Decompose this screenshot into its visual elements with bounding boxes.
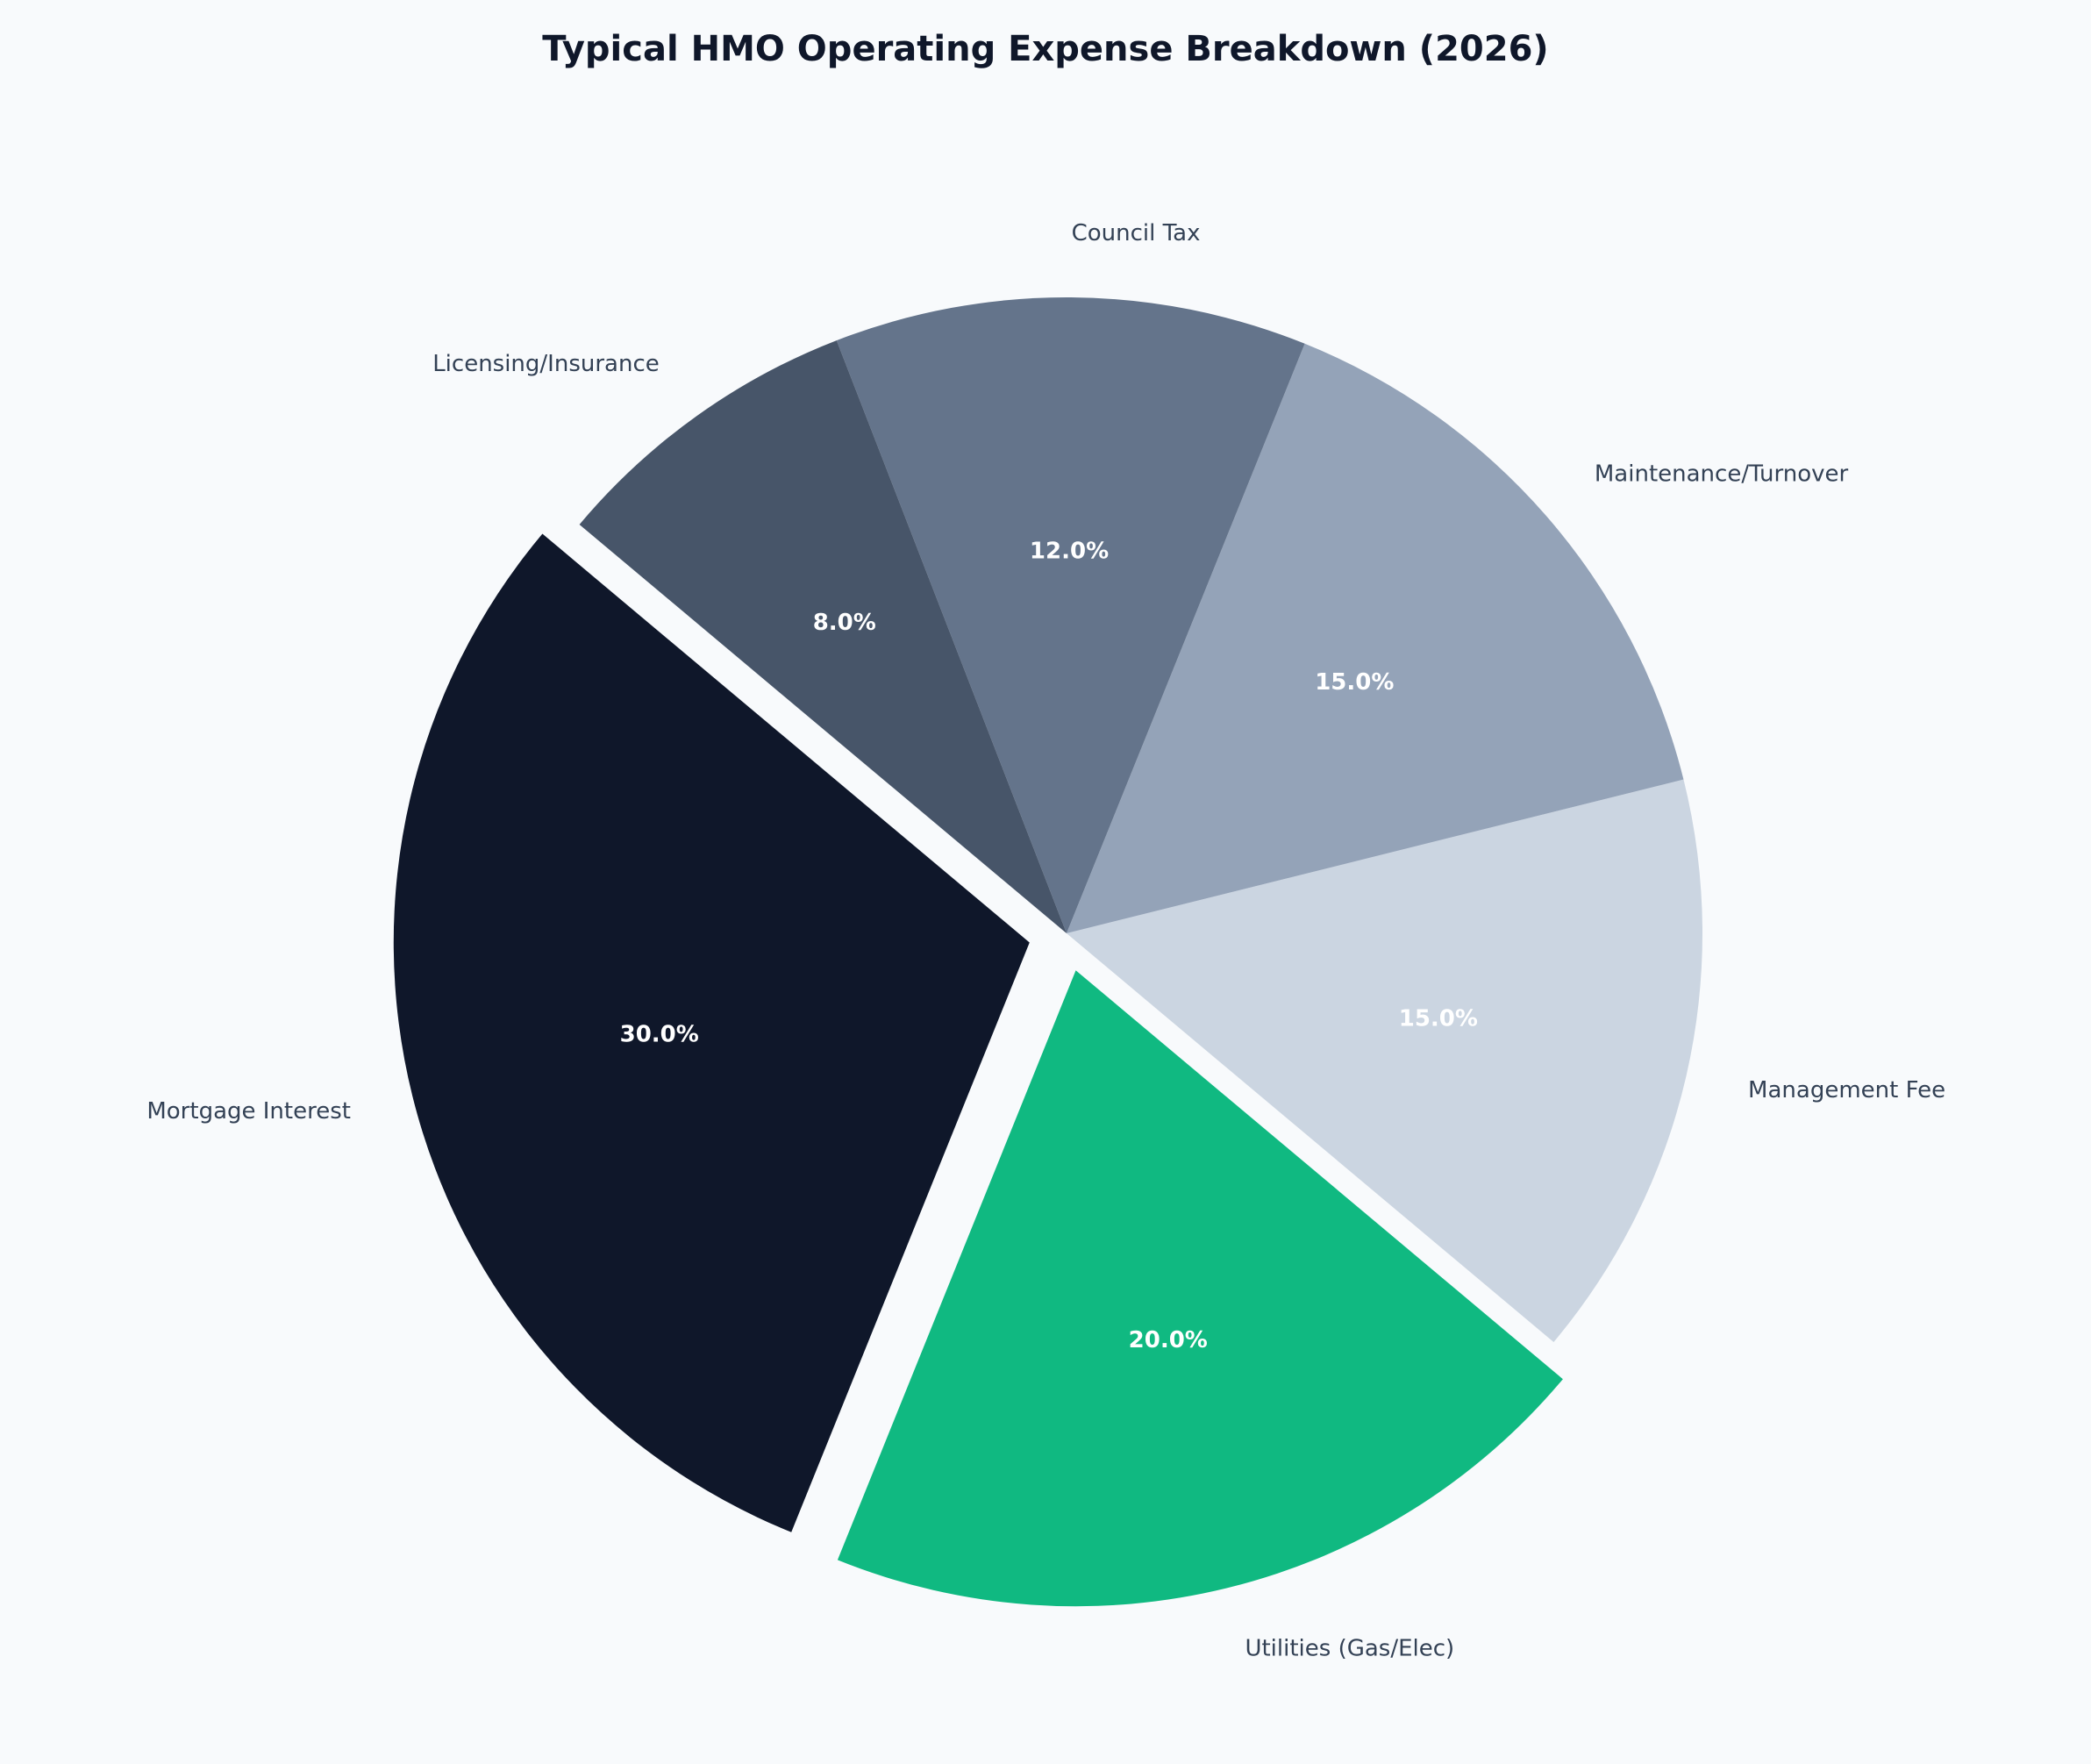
category-label: Mortgage Interest — [146, 1098, 351, 1125]
pie-slice — [1067, 343, 1684, 933]
chart-title: Typical HMO Operating Expense Breakdown … — [542, 29, 1548, 69]
category-label: Council Tax — [1072, 220, 1201, 246]
category-label: Maintenance/Turnover — [1595, 461, 1849, 487]
category-label: Utilities (Gas/Elec) — [1245, 1636, 1454, 1662]
pie-slice — [836, 297, 1305, 934]
value-label: 20.0% — [1129, 1327, 1208, 1353]
value-label: 30.0% — [620, 1021, 699, 1047]
value-label: 8.0% — [813, 610, 876, 636]
value-label: 12.0% — [1030, 539, 1109, 565]
pie-slice — [1067, 779, 1702, 1343]
category-label: Management Fee — [1748, 1077, 1945, 1103]
pie-slice — [393, 533, 1030, 1532]
value-label: 15.0% — [1315, 669, 1394, 696]
value-label: 15.0% — [1399, 1005, 1478, 1032]
category-label: Licensing/Insurance — [432, 351, 660, 377]
pie-slice — [837, 970, 1563, 1607]
pie-slice — [579, 340, 1067, 933]
